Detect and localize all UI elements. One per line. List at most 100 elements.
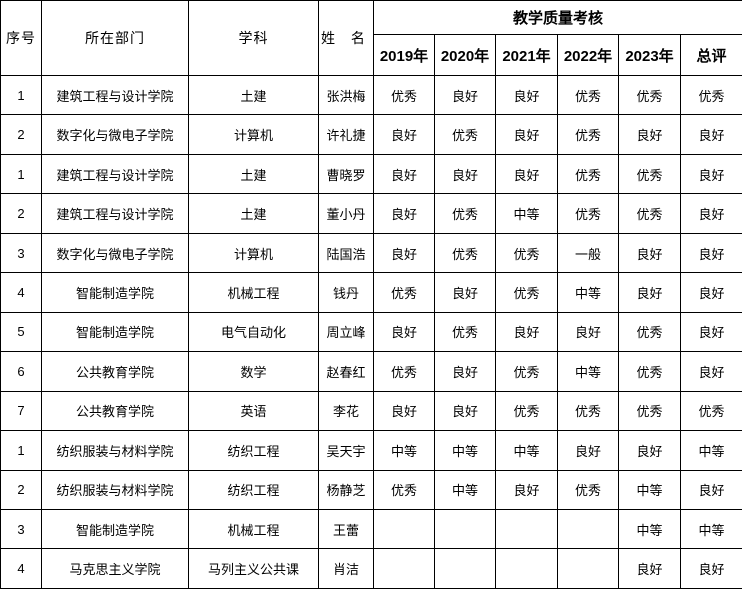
cell-score-2020: 良好 — [434, 74, 496, 116]
cell-name: 杨静芝 — [318, 469, 374, 510]
header-row-group: 序号 所在部门 学科 姓 名 教学质量考核 — [0, 0, 742, 76]
cell-score-2022: 优秀 — [557, 469, 619, 510]
cell-score-2023: 优秀 — [618, 311, 681, 353]
cell-seq: 3 — [0, 508, 42, 550]
cell-score-2020: 优秀 — [434, 114, 496, 155]
cell-name: 钱丹 — [318, 272, 374, 313]
cell-subject: 纺织工程 — [188, 430, 319, 471]
col-header-2023: 2023年 — [618, 34, 681, 76]
cell-seq: 6 — [0, 351, 42, 392]
cell-name: 肖洁 — [318, 548, 374, 589]
cell-score-2021: 优秀 — [495, 351, 558, 392]
cell-score-2021: 良好 — [495, 469, 558, 510]
cell-score-2023: 优秀 — [618, 390, 681, 432]
table-row: 1 建筑工程与设计学院 土建 曹晓罗 良好 良好 良好 优秀 优秀 良好 — [0, 153, 742, 195]
cell-department: 智能制造学院 — [41, 508, 189, 550]
cell-department: 纺织服装与材料学院 — [41, 430, 189, 471]
cell-overall: 良好 — [679, 351, 742, 392]
assessment-group-header: 教学质量考核 — [372, 0, 742, 35]
table-row: 6 公共教育学院 数学 赵春红 优秀 良好 优秀 中等 优秀 良好 — [0, 351, 742, 392]
cell-overall: 良好 — [679, 114, 742, 155]
table-row: 2 纺织服装与材料学院 纺织工程 杨静芝 优秀 中等 良好 优秀 中等 良好 — [0, 469, 742, 510]
col-header-subject: 学科 — [188, 0, 319, 76]
table-row: 7 公共教育学院 英语 李花 良好 良好 优秀 优秀 优秀 优秀 — [0, 390, 742, 432]
cell-score-2023: 优秀 — [618, 351, 681, 392]
cell-seq: 7 — [0, 390, 42, 432]
cell-score-2023: 良好 — [618, 430, 681, 471]
cell-score-2019: 良好 — [373, 311, 435, 353]
cell-score-2023: 优秀 — [618, 74, 681, 116]
cell-score-2021: 中等 — [495, 430, 558, 471]
cell-score-2023: 优秀 — [618, 193, 681, 234]
cell-name: 许礼捷 — [318, 114, 374, 155]
cell-score-2021: 良好 — [495, 153, 558, 195]
cell-seq: 4 — [0, 272, 42, 313]
cell-seq: 1 — [0, 430, 42, 471]
table-row: 3 数字化与微电子学院 计算机 陆国浩 良好 优秀 优秀 一般 良好 良好 — [0, 232, 742, 274]
cell-name: 李花 — [318, 390, 374, 432]
header-row-years: 2019年 2020年 2021年 2022年 2023年 总评 — [1, 34, 742, 76]
cell-seq: 2 — [0, 469, 42, 510]
cell-score-2023: 良好 — [618, 232, 681, 274]
table-row: 3 智能制造学院 机械工程 王蕾 中等 中等 — [0, 508, 742, 550]
cell-score-2019: 良好 — [373, 232, 435, 274]
cell-score-2022: 中等 — [557, 272, 619, 313]
cell-subject: 计算机 — [188, 232, 319, 274]
cell-score-2022: 中等 — [557, 351, 619, 392]
cell-score-2021: 优秀 — [495, 232, 558, 274]
table-row: 4 智能制造学院 机械工程 钱丹 优秀 良好 优秀 中等 良好 良好 — [0, 272, 742, 313]
cell-subject: 机械工程 — [188, 272, 319, 313]
cell-score-2022: 优秀 — [557, 114, 619, 155]
cell-overall: 良好 — [679, 193, 742, 234]
cell-score-2022: 良好 — [557, 311, 619, 353]
cell-score-2020: 良好 — [434, 272, 496, 313]
cell-seq: 2 — [0, 193, 42, 234]
cell-score-2020: 良好 — [434, 351, 496, 392]
cell-score-2019: 良好 — [373, 153, 435, 195]
cell-score-2022: 优秀 — [557, 390, 619, 432]
cell-department: 智能制造学院 — [41, 272, 189, 313]
cell-score-2021: 良好 — [495, 114, 558, 155]
cell-score-2022 — [557, 548, 619, 589]
cell-overall: 良好 — [679, 311, 742, 353]
cell-score-2020: 良好 — [434, 153, 496, 195]
col-header-overall: 总评 — [679, 34, 742, 76]
cell-score-2022 — [557, 508, 619, 550]
cell-score-2019: 优秀 — [373, 74, 435, 116]
table-row: 2 建筑工程与设计学院 土建 董小丹 良好 优秀 中等 优秀 优秀 良好 — [0, 193, 742, 234]
cell-subject: 数学 — [188, 351, 319, 392]
cell-score-2020: 优秀 — [434, 232, 496, 274]
cell-subject: 英语 — [188, 390, 319, 432]
col-header-2022: 2022年 — [557, 34, 619, 76]
cell-subject: 电气自动化 — [188, 311, 319, 353]
cell-score-2020 — [434, 508, 496, 550]
cell-subject: 马列主义公共课 — [188, 548, 319, 589]
cell-score-2022: 优秀 — [557, 74, 619, 116]
cell-score-2023: 优秀 — [618, 153, 681, 195]
cell-subject: 计算机 — [188, 114, 319, 155]
col-header-2021: 2021年 — [495, 34, 558, 76]
cell-subject: 机械工程 — [188, 508, 319, 550]
cell-subject: 纺织工程 — [188, 469, 319, 510]
cell-seq: 4 — [0, 548, 42, 589]
cell-department: 建筑工程与设计学院 — [41, 74, 189, 116]
cell-seq: 5 — [0, 311, 42, 353]
cell-score-2019 — [373, 508, 435, 550]
cell-score-2020: 中等 — [434, 430, 496, 471]
cell-overall: 良好 — [679, 469, 742, 510]
cell-score-2020: 中等 — [434, 469, 496, 510]
cell-department: 公共教育学院 — [41, 390, 189, 432]
cell-score-2021: 优秀 — [495, 390, 558, 432]
cell-name: 赵春红 — [318, 351, 374, 392]
cell-overall: 中等 — [679, 430, 742, 471]
cell-score-2021 — [495, 548, 558, 589]
cell-department: 公共教育学院 — [41, 351, 189, 392]
cell-subject: 土建 — [188, 74, 319, 116]
cell-score-2020: 优秀 — [434, 193, 496, 234]
cell-score-2019: 良好 — [373, 114, 435, 155]
cell-overall: 中等 — [679, 508, 742, 550]
cell-department: 智能制造学院 — [41, 311, 189, 353]
cell-score-2023: 中等 — [618, 469, 681, 510]
